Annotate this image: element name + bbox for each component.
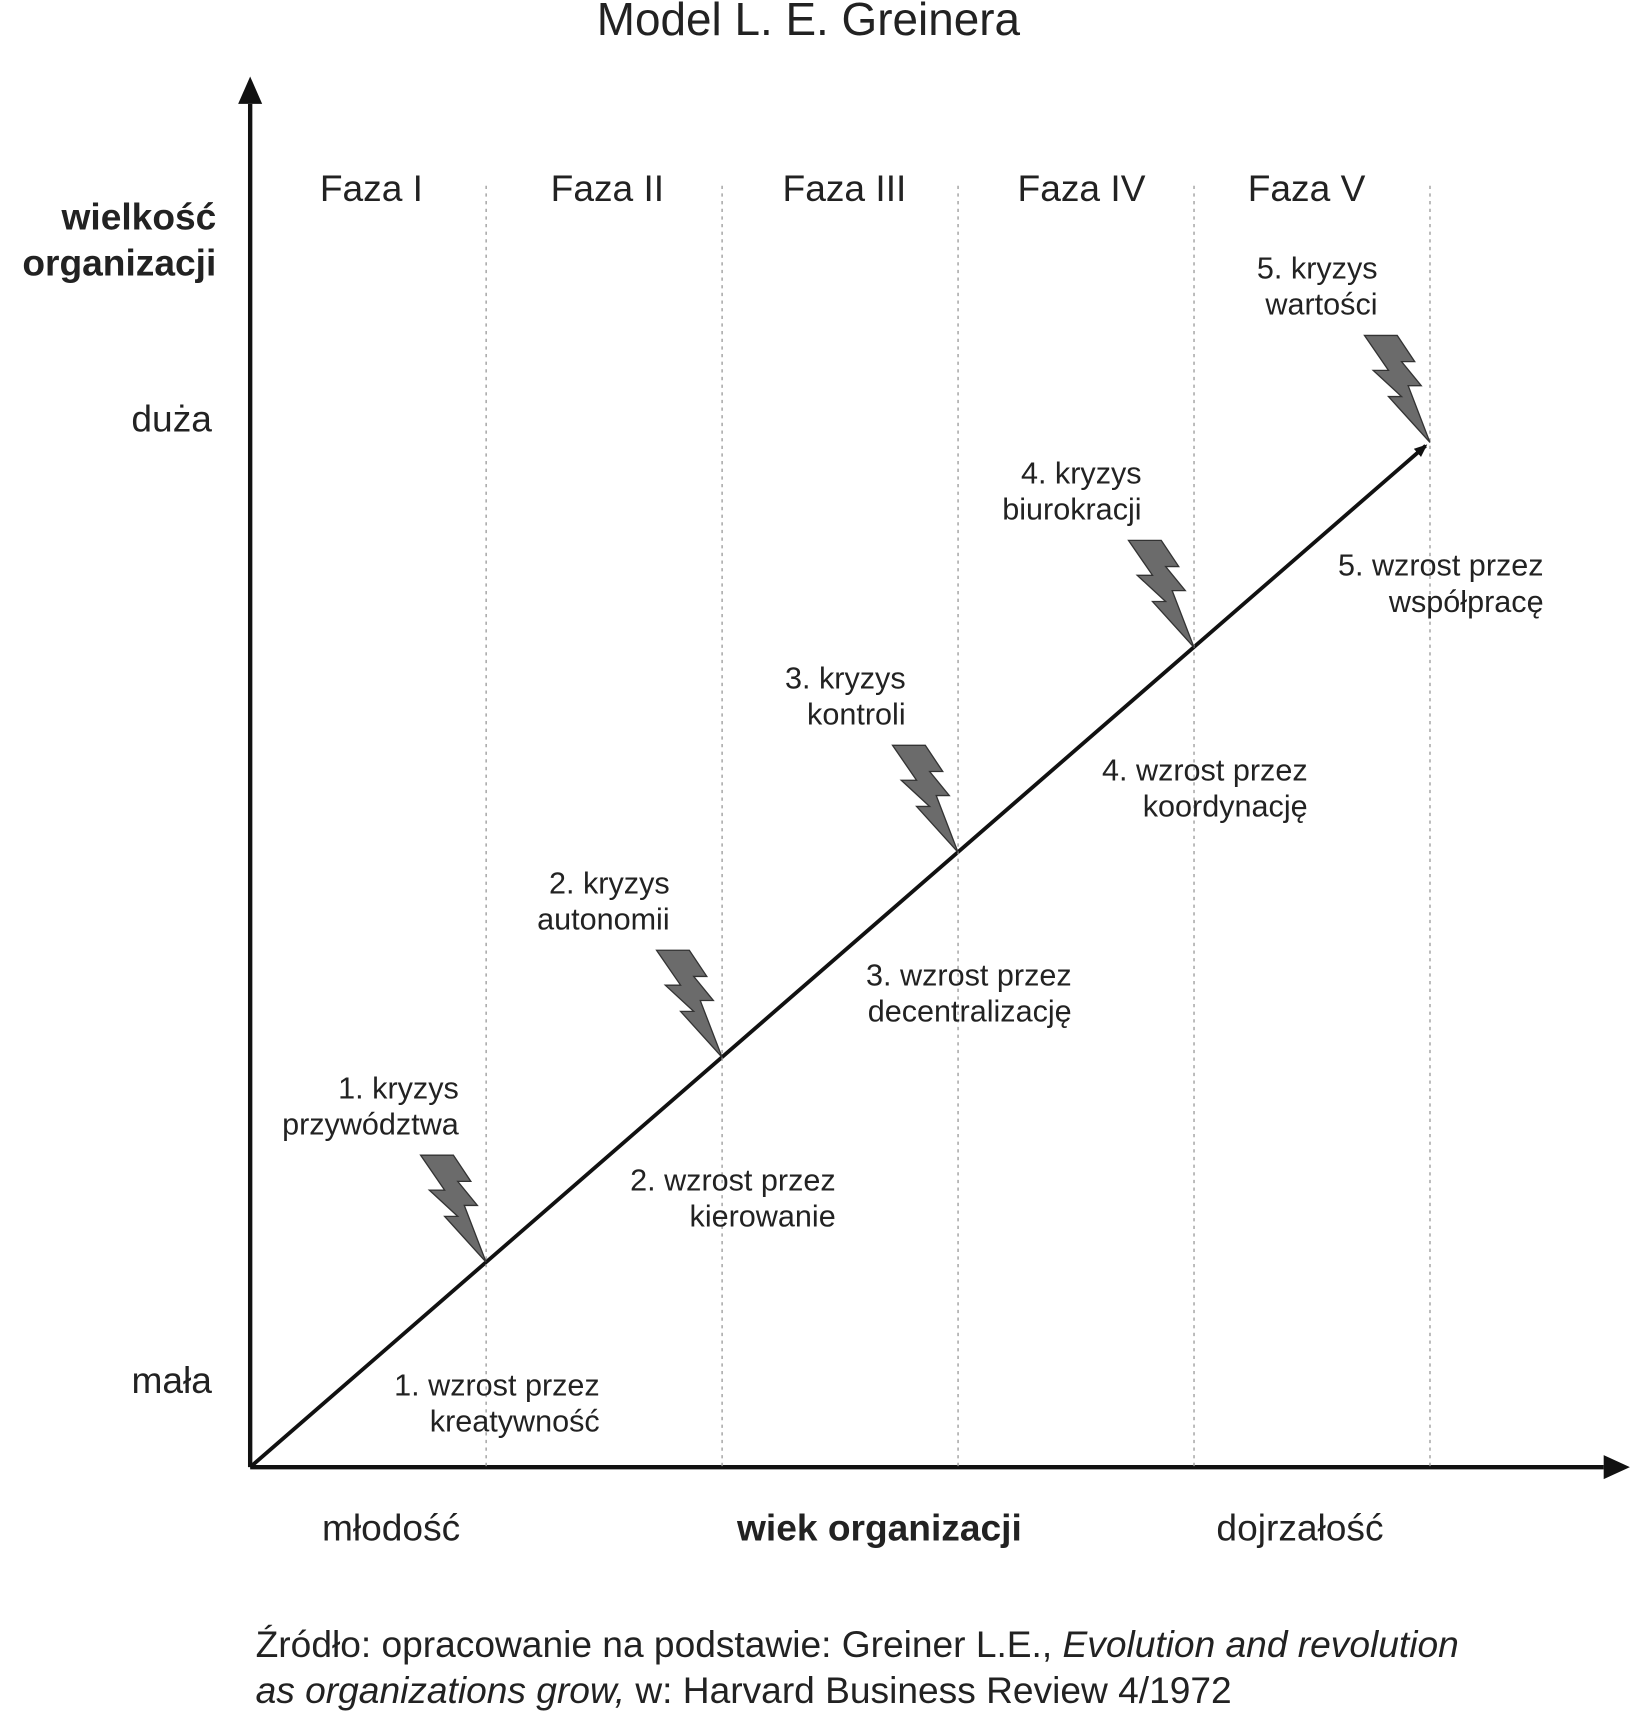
crisis-bolt <box>891 744 959 853</box>
phase-label: Faza V <box>1248 167 1366 209</box>
phase-label: Faza III <box>783 167 907 209</box>
growth-label: decentralizację <box>868 995 1072 1029</box>
crisis-bolt <box>1363 334 1431 443</box>
source: as organizations grow, w: Harvard Busine… <box>256 1669 1232 1711</box>
y-label: wielkość <box>61 195 217 237</box>
title: Model L. E. Greinera <box>597 0 1021 45</box>
x-end: dojrzałość <box>1216 1506 1383 1548</box>
source-text: w: Harvard Business Review 4/1972 <box>625 1669 1232 1711</box>
growth-label: 2. wzrost przez <box>630 1164 836 1198</box>
crisis-label: 3. kryzys <box>785 661 906 695</box>
crisis-label: 2. kryzys <box>549 866 670 900</box>
growth-label: współpracę <box>1388 585 1544 619</box>
growth-line <box>248 444 1428 1469</box>
phase-label: Faza II <box>551 167 664 209</box>
growth-label: 5. wzrost przez <box>1338 549 1544 583</box>
growth-label: kreatywność <box>430 1405 600 1439</box>
phase-label: Faza IV <box>1018 167 1146 209</box>
crisis-label: biurokracji <box>1002 493 1141 527</box>
x-arrow <box>1603 1455 1630 1480</box>
source: Źródło: opracowanie na podstawie: Greine… <box>256 1623 1459 1665</box>
crisis-label: wartości <box>1264 288 1377 322</box>
phase-label: Faza I <box>320 167 423 209</box>
growth-label: kierowanie <box>690 1200 836 1234</box>
growth-label: 3. wzrost przez <box>866 959 1072 993</box>
crisis-label: 5. kryzys <box>1257 252 1378 286</box>
crisis-label: 4. kryzys <box>1021 457 1142 491</box>
crisis-bolt <box>419 1154 487 1263</box>
crisis-label: przywództwa <box>282 1107 459 1141</box>
crisis-bolt <box>1127 539 1195 648</box>
crisis-label: kontroli <box>807 698 906 732</box>
y-arrow <box>238 76 263 104</box>
crisis-label: 1. kryzys <box>338 1071 459 1105</box>
y-top: duża <box>131 398 212 440</box>
growth-label: koordynację <box>1143 790 1308 824</box>
source-italic: Evolution and revolution <box>1063 1623 1459 1665</box>
crisis-label: autonomii <box>537 902 670 936</box>
y-bottom: mała <box>131 1359 212 1401</box>
x-start: młodość <box>322 1506 460 1548</box>
growth-label: 1. wzrost przez <box>394 1369 600 1403</box>
growth-label: 4. wzrost przez <box>1102 754 1308 788</box>
y-label: organizacji <box>22 241 216 283</box>
crisis-bolt <box>655 949 723 1058</box>
x-label: wiek organizacji <box>736 1506 1022 1548</box>
source-italic: as organizations grow, <box>256 1669 625 1711</box>
source-text: Źródło: opracowanie na podstawie: Greine… <box>256 1623 1063 1665</box>
